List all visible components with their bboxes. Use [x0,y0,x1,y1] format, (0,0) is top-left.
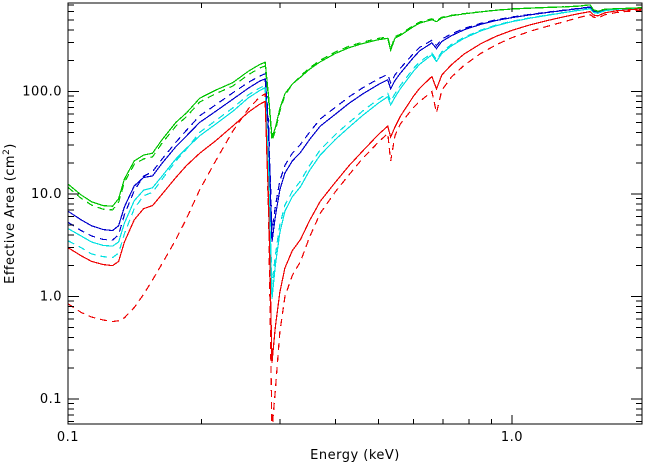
y-tick-label: 0.1 [40,392,62,407]
y-tick-label: 1.0 [40,290,62,305]
series-green-dashed [68,4,642,211]
y-axis-title: Effective Area (cm2) [2,143,18,284]
y-tick-label: 10.0 [31,187,62,202]
plot-frame [67,2,643,425]
series-blue-dashed [68,6,642,241]
series-green-solid [68,4,642,207]
series-red-solid [68,8,642,363]
x-tick-label: 0.1 [57,430,79,445]
series-cyan-dashed [68,7,642,285]
x-axis-title: Energy (keV) [310,448,400,463]
series-red-dashed [68,9,642,424]
x-tick-label: 1.0 [501,430,523,445]
y-tick-label: 100.0 [22,85,62,100]
